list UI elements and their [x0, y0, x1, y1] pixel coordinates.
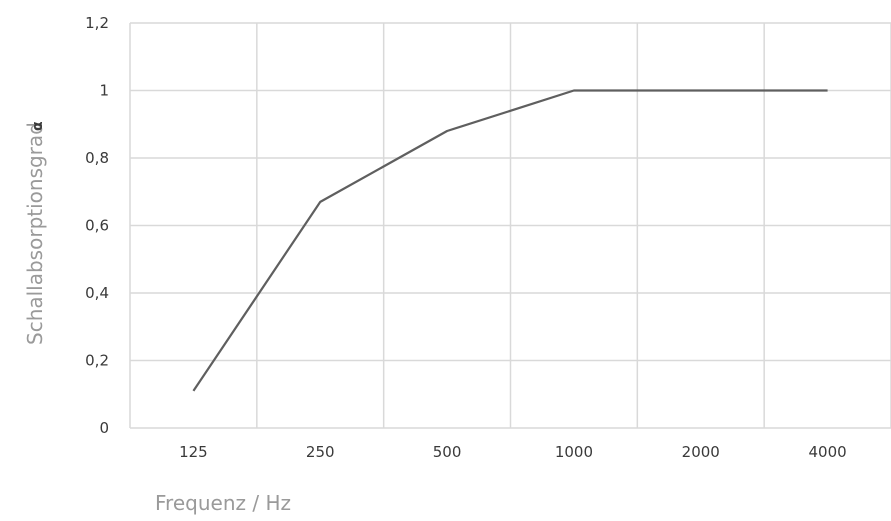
x-tick-label: 4000	[808, 443, 846, 461]
y-axis-ticks: 0 0,2 0,4 0,6 0,8 1 1,2	[85, 14, 109, 437]
y-tick-label: 0,6	[85, 217, 109, 235]
x-tick-label: 2000	[682, 443, 720, 461]
y-axis-symbol: α	[30, 121, 46, 131]
grid	[129, 22, 891, 429]
series-group	[192, 89, 828, 392]
series-line	[192, 89, 828, 392]
x-tick-label: 500	[433, 443, 462, 461]
x-tick-label: 250	[306, 443, 335, 461]
x-tick-label: 125	[179, 443, 208, 461]
x-axis-title: Frequenz / Hz	[155, 491, 291, 515]
y-tick-label: 1,2	[85, 14, 109, 32]
x-tick-label: 1000	[555, 443, 593, 461]
y-tick-label: 1	[99, 82, 109, 100]
y-tick-label: 0,8	[85, 149, 109, 167]
x-axis-ticks: 125 250 500 1000 2000 4000	[179, 443, 847, 461]
y-tick-label: 0,2	[85, 352, 109, 370]
y-tick-label: 0	[99, 419, 109, 437]
y-tick-label: 0,4	[85, 284, 109, 302]
y-axis-title: Schallabsorptionsgrad	[23, 122, 47, 345]
